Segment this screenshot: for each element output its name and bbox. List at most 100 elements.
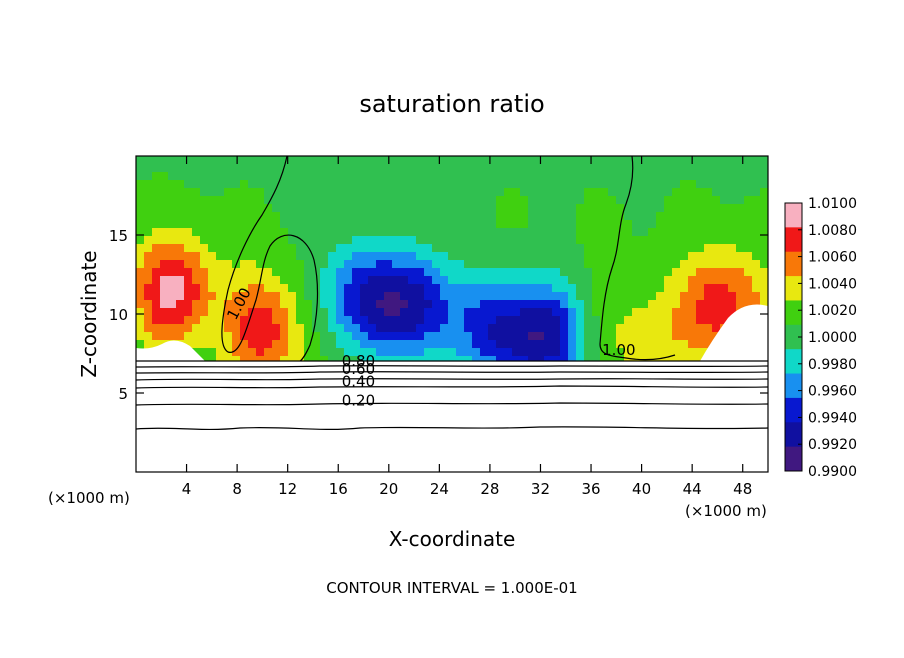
field-cell bbox=[528, 188, 537, 197]
field-cell bbox=[192, 308, 201, 317]
field-cell bbox=[248, 156, 257, 165]
field-cell bbox=[656, 260, 665, 269]
field-cell bbox=[688, 172, 697, 181]
field-cell bbox=[184, 172, 193, 181]
field-cell bbox=[672, 340, 681, 349]
field-cell bbox=[288, 356, 297, 361]
field-cell bbox=[224, 204, 233, 213]
field-cell bbox=[552, 244, 561, 253]
field-cell bbox=[448, 316, 457, 325]
field-cell bbox=[472, 308, 481, 317]
field-cell bbox=[208, 284, 217, 293]
field-cell bbox=[728, 204, 737, 213]
field-cell bbox=[640, 308, 649, 317]
field-cell bbox=[672, 356, 681, 361]
field-cell bbox=[224, 236, 233, 245]
field-cell bbox=[416, 260, 425, 269]
field-cell bbox=[568, 316, 577, 325]
field-cell bbox=[352, 324, 361, 333]
field-cell bbox=[280, 244, 289, 253]
x-unit-label-left: (×1000 m) bbox=[48, 489, 130, 507]
field-cell bbox=[552, 356, 561, 361]
field-cell bbox=[752, 188, 761, 197]
field-cell bbox=[336, 260, 345, 269]
field-cell bbox=[304, 268, 313, 277]
field-cell bbox=[360, 196, 369, 205]
field-cell bbox=[200, 292, 209, 301]
field-cell bbox=[376, 196, 385, 205]
field-cell bbox=[432, 236, 441, 245]
field-cell bbox=[568, 156, 577, 165]
field-cell bbox=[728, 172, 737, 181]
field-cell bbox=[216, 228, 225, 237]
field-cell bbox=[608, 180, 617, 189]
x-tick-label: 12 bbox=[278, 480, 297, 498]
field-cell bbox=[568, 220, 577, 229]
field-cell bbox=[272, 156, 281, 165]
field-cell bbox=[544, 300, 553, 309]
field-cell bbox=[376, 164, 385, 173]
field-cell bbox=[384, 236, 393, 245]
field-cell bbox=[440, 164, 449, 173]
field-cell bbox=[760, 212, 768, 221]
field-cell bbox=[304, 156, 313, 165]
field-cell bbox=[248, 196, 257, 205]
field-cell bbox=[760, 204, 768, 213]
field-cell bbox=[728, 220, 737, 229]
field-cell bbox=[464, 268, 473, 277]
field-cell bbox=[168, 164, 177, 173]
field-cell bbox=[360, 164, 369, 173]
field-cell bbox=[480, 260, 489, 269]
field-cell bbox=[464, 196, 473, 205]
field-cell bbox=[688, 196, 697, 205]
field-cell bbox=[760, 300, 768, 309]
field-cell bbox=[464, 292, 473, 301]
field-cell bbox=[592, 180, 601, 189]
field-cell bbox=[224, 164, 233, 173]
field-cell bbox=[672, 308, 681, 317]
field-cell bbox=[416, 316, 425, 325]
field-cell bbox=[208, 180, 217, 189]
field-cell bbox=[608, 356, 617, 361]
field-cell bbox=[376, 268, 385, 277]
field-cell bbox=[720, 212, 729, 221]
field-cell bbox=[336, 332, 345, 341]
field-cell bbox=[352, 244, 361, 253]
field-cell bbox=[680, 212, 689, 221]
field-cell bbox=[664, 196, 673, 205]
field-cell bbox=[616, 300, 625, 309]
field-cell bbox=[616, 332, 625, 341]
field-cell bbox=[760, 228, 768, 237]
field-cell bbox=[336, 204, 345, 213]
field-cell bbox=[536, 356, 545, 361]
field-cell bbox=[688, 268, 697, 277]
field-cell bbox=[568, 292, 577, 301]
field-cell bbox=[584, 324, 593, 333]
field-cell bbox=[576, 252, 585, 261]
field-cell bbox=[360, 204, 369, 213]
field-cell bbox=[240, 236, 249, 245]
supersaturated-patch-right bbox=[700, 304, 768, 361]
field-cell bbox=[512, 204, 521, 213]
field-cell bbox=[384, 252, 393, 261]
field-cell bbox=[576, 228, 585, 237]
field-cell bbox=[224, 340, 233, 349]
field-cell bbox=[648, 308, 657, 317]
field-cell bbox=[432, 164, 441, 173]
field-cell bbox=[488, 180, 497, 189]
field-cell bbox=[496, 196, 505, 205]
field-cell bbox=[528, 340, 537, 349]
field-cell bbox=[336, 196, 345, 205]
field-cell bbox=[392, 260, 401, 269]
field-cell bbox=[288, 220, 297, 229]
field-cell bbox=[504, 188, 513, 197]
field-cell bbox=[456, 340, 465, 349]
field-cell bbox=[208, 212, 217, 221]
field-cell bbox=[176, 276, 185, 285]
field-cell bbox=[312, 252, 321, 261]
field-cell bbox=[432, 268, 441, 277]
field-cell bbox=[592, 348, 601, 357]
field-cell bbox=[656, 228, 665, 237]
field-cell bbox=[392, 196, 401, 205]
field-cell bbox=[560, 220, 569, 229]
